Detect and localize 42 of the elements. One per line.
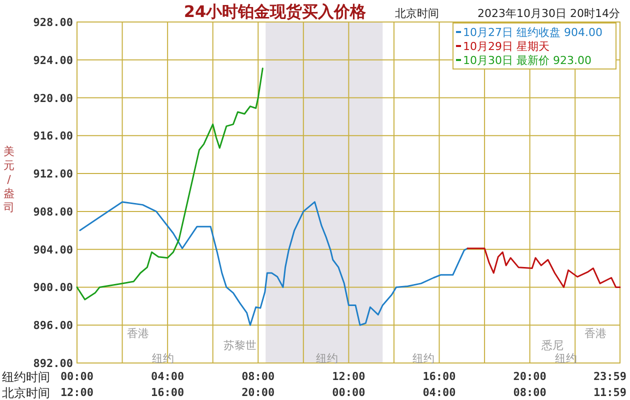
y-tick-label: 916.00 [33,130,73,143]
x-tick-label: 12:00 [332,370,366,383]
annotation: 香港 [584,327,606,340]
x-tick-label: 23:59 [593,370,627,383]
y-tick-label: 900.00 [33,281,73,294]
y-tick-label: 928.00 [33,16,73,29]
text: 16:00 [151,386,184,399]
y-tick-label: 904.00 [33,243,73,256]
chart-title: 24小时铂金现货买入价格 [184,2,368,21]
annotation: 悉尼 [540,339,564,352]
y-tick-label: 892.00 [33,357,73,370]
chart-subtitle: 北京时间 [395,7,439,20]
x-tick-label: 20:00 [513,370,546,383]
y-axis-title: 美元/盎司 [4,145,14,214]
line-series [76,68,264,300]
annotation: 苏黎世 [224,339,257,352]
legend-label: 10月27日 纽约收盘 904.00 [463,26,602,39]
x-axis-title: 纽约时间 [2,370,50,384]
y-tick-label: 924.00 [33,54,73,67]
line-series [79,201,468,326]
x-tick-label: 08:00 [242,370,275,383]
y-tick-label: 920.00 [33,92,73,105]
annotation: 纽约 [412,352,434,365]
y-tick-label: 908.00 [33,205,73,218]
legend-label: 10月30日 最新价 923.00 [463,54,592,67]
annotation: 纽约 [316,352,338,365]
legend-label: 10月29日 星期天 [463,40,550,53]
x-tick-label: 16:00 [422,370,456,383]
text: 11:59 [593,386,627,399]
text: 00:00 [332,386,366,399]
x-tick-label: 00:00 [60,370,94,383]
annotation: 香港 [127,327,150,340]
text: 北京时间 [2,386,50,400]
text: 2023年10月30日 20时14分 [478,7,620,20]
y-tick-label: 912.00 [33,168,73,181]
text: 08:00 [513,386,546,399]
x-tick-label: 04:00 [151,370,184,383]
y-tick-label: 896.00 [33,319,73,332]
text: 12:00 [60,386,94,399]
text: 20:00 [242,386,275,399]
text: 04:00 [422,386,456,399]
line-series [466,248,621,288]
